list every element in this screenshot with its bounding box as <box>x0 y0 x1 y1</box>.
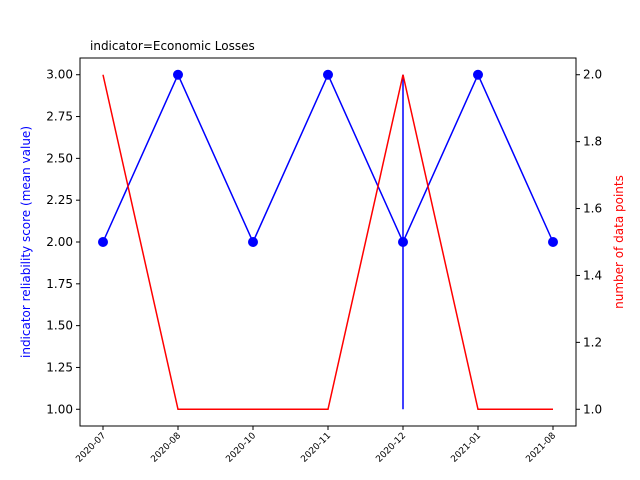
data-point <box>548 237 558 247</box>
y-right-tick-label: 1.4 <box>583 268 602 282</box>
data-point <box>473 69 483 80</box>
data-point <box>398 237 408 247</box>
y-right-tick-label: 1.2 <box>583 335 602 349</box>
y-axis-right-label: number of data points <box>612 175 626 309</box>
data-point <box>98 237 108 247</box>
data-point <box>173 69 183 80</box>
plot-frame <box>79 57 577 427</box>
y-left-tick-label: 1.00 <box>46 402 73 416</box>
series-line-right <box>102 74 553 411</box>
series-layer <box>98 69 558 411</box>
y-right-tick-label: 1.6 <box>583 202 602 216</box>
y-left-tick-label: 1.50 <box>46 319 73 333</box>
y-left-tick-label: 1.25 <box>46 360 73 374</box>
x-tick-label: 2021-08 <box>524 431 558 465</box>
x-tick-label: 2020-12 <box>374 431 408 465</box>
y-axis-left-label: indicator reliability score (mean value) <box>19 126 33 358</box>
y-left-tick-label: 2.00 <box>46 235 73 249</box>
y-right-tick-label: 1.8 <box>583 135 602 149</box>
chart-title: indicator=Economic Losses <box>90 39 255 53</box>
x-tick-label: 2020-08 <box>149 431 183 465</box>
y-left-tick-label: 2.75 <box>46 110 73 124</box>
x-tick-label: 2020-11 <box>299 431 333 465</box>
x-tick-label: 2021-01 <box>449 431 483 465</box>
y-left-tick-label: 2.25 <box>46 193 73 207</box>
data-point <box>323 69 333 80</box>
data-point <box>248 237 258 247</box>
axes: 1.00 1.25 1.50 1.75 2.00 2.25 2.50 2.75 3.00 1.0 1… <box>46 57 602 465</box>
y-right-tick-label: 1.0 <box>583 402 602 416</box>
y-left-tick-label: 2.50 <box>46 151 73 165</box>
y-left-tick-label: 1.75 <box>46 277 73 291</box>
series-line-left <box>102 72 554 244</box>
x-tick-label: 2020-07 <box>74 431 108 465</box>
y-right-tick-label: 2.0 <box>583 68 602 82</box>
x-tick-label: 2020-10 <box>224 431 258 465</box>
y-left-tick-label: 3.00 <box>46 68 73 82</box>
